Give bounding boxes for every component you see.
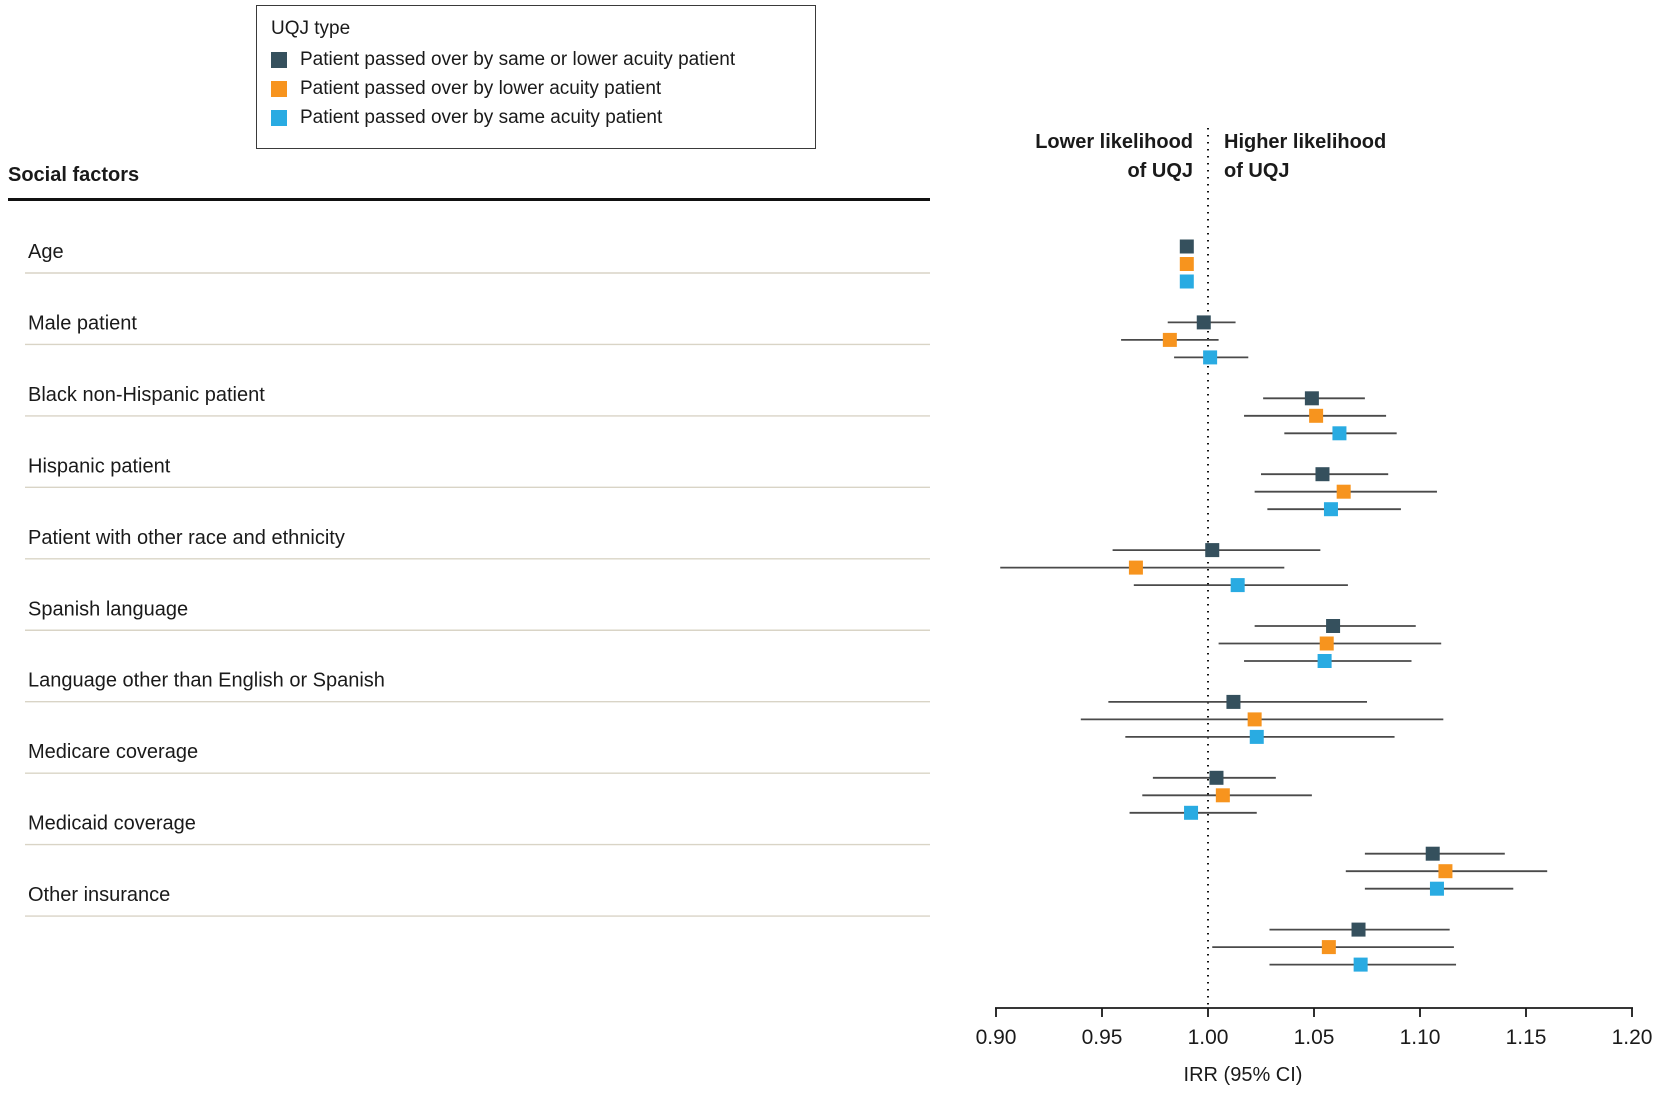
row-label: Hispanic patient: [28, 455, 171, 477]
x-axis-tick-label: 1.00: [1188, 1026, 1229, 1049]
point-marker: [1226, 694, 1241, 709]
point-marker: [1321, 940, 1336, 955]
legend-title: UQJ type: [271, 18, 351, 39]
point-marker: [1336, 484, 1351, 499]
legend-item: Patient passed over by lower acuity pati…: [271, 78, 801, 100]
legend-item-label: Patient passed over by same or lower acu…: [300, 49, 736, 70]
legend-item-label: Patient passed over by lower acuity pati…: [300, 78, 662, 99]
point-marker: [1351, 922, 1366, 937]
legend-swatch-same-icon: [271, 110, 287, 126]
point-marker: [1215, 788, 1230, 803]
x-axis-tick-label: 0.95: [1082, 1026, 1123, 1049]
point-marker: [1196, 315, 1211, 330]
legend-swatch-lower-icon: [271, 81, 287, 97]
point-marker: [1203, 350, 1218, 365]
x-axis-tick-label: 0.90: [976, 1026, 1017, 1049]
point-marker: [1323, 502, 1338, 517]
x-axis-tick-label: 1.20: [1612, 1026, 1653, 1049]
annotation-higher-line1: Higher likelihood: [1224, 131, 1387, 153]
point-marker: [1230, 578, 1245, 593]
x-axis-tick-label: 1.10: [1400, 1026, 1441, 1049]
x-axis-tick-label: 1.05: [1294, 1026, 1335, 1049]
legend-item: Patient passed over by same acuity patie…: [271, 107, 801, 129]
point-marker: [1128, 560, 1143, 575]
row-label: Black non-Hispanic patient: [28, 384, 265, 406]
point-marker: [1317, 654, 1332, 668]
point-marker: [1304, 391, 1319, 406]
point-marker: [1179, 239, 1194, 254]
point-marker: [1162, 332, 1177, 347]
annotation-higher-likelihood: Higher likelihood of UQJ: [1224, 128, 1386, 186]
point-marker: [1179, 274, 1194, 289]
x-axis-title: IRR (95% CI): [1184, 1064, 1303, 1086]
legend: UQJ type Patient passed over by same or …: [256, 5, 816, 149]
annotation-lower-likelihood: Lower likelihood of UQJ: [1035, 128, 1193, 186]
point-marker: [1425, 846, 1440, 861]
point-marker: [1205, 543, 1220, 558]
point-marker: [1326, 619, 1341, 633]
point-marker: [1438, 864, 1453, 879]
point-marker: [1353, 957, 1368, 972]
point-marker: [1309, 408, 1324, 423]
point-marker: [1209, 770, 1224, 785]
point-marker: [1249, 729, 1264, 744]
annotation-lower-line2: of UQJ: [1127, 160, 1193, 182]
row-label: Language other than English or Spanish: [28, 670, 385, 692]
social-factors-header: Social factors: [8, 164, 930, 201]
point-marker: [1319, 636, 1334, 651]
point-marker: [1315, 467, 1330, 482]
row-label: Patient with other race and ethnicity: [28, 527, 345, 549]
x-axis-tick-label: 1.15: [1506, 1026, 1547, 1049]
row-label: Age: [28, 241, 64, 263]
point-marker: [1179, 257, 1194, 271]
legend-item: Patient passed over by same or lower acu…: [271, 49, 801, 71]
point-marker: [1332, 426, 1347, 441]
point-marker: [1184, 805, 1199, 820]
row-label: Other insurance: [28, 884, 170, 906]
row-label: Medicare coverage: [28, 741, 198, 763]
row-label: Medicaid coverage: [28, 813, 196, 835]
point-marker: [1247, 712, 1262, 727]
row-label: Spanish language: [28, 598, 188, 620]
annotation-lower-line1: Lower likelihood: [1035, 131, 1193, 153]
annotation-higher-line2: of UQJ: [1224, 160, 1290, 182]
row-label: Male patient: [28, 312, 137, 334]
legend-item-label: Patient passed over by same acuity patie…: [300, 107, 663, 128]
legend-swatch-same-or-lower-icon: [271, 52, 287, 68]
point-marker: [1429, 881, 1444, 896]
